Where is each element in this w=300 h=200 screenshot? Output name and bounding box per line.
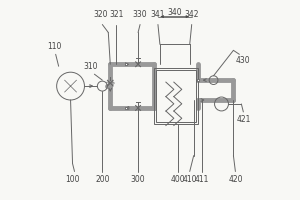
Text: 341: 341: [151, 10, 165, 19]
Bar: [196, 79, 199, 81]
Text: 411: 411: [194, 175, 209, 184]
Text: 421: 421: [236, 115, 250, 124]
Text: 320: 320: [93, 10, 108, 19]
Text: 330: 330: [133, 10, 147, 19]
Text: 342: 342: [184, 10, 199, 19]
Bar: [125, 63, 127, 65]
Circle shape: [106, 82, 109, 84]
Text: 400: 400: [170, 175, 185, 184]
Text: 321: 321: [109, 10, 123, 19]
Text: 200: 200: [95, 175, 109, 184]
Circle shape: [112, 82, 114, 84]
Text: 310: 310: [83, 62, 98, 71]
Text: 430: 430: [236, 56, 251, 65]
Bar: [125, 107, 127, 109]
Text: 420: 420: [228, 175, 243, 184]
Text: 300: 300: [131, 175, 146, 184]
Text: 340: 340: [167, 8, 182, 17]
Text: 100: 100: [65, 175, 80, 184]
Bar: [154, 68, 198, 124]
Text: 410: 410: [182, 175, 197, 184]
Bar: [156, 70, 196, 122]
Text: 110: 110: [47, 42, 62, 51]
